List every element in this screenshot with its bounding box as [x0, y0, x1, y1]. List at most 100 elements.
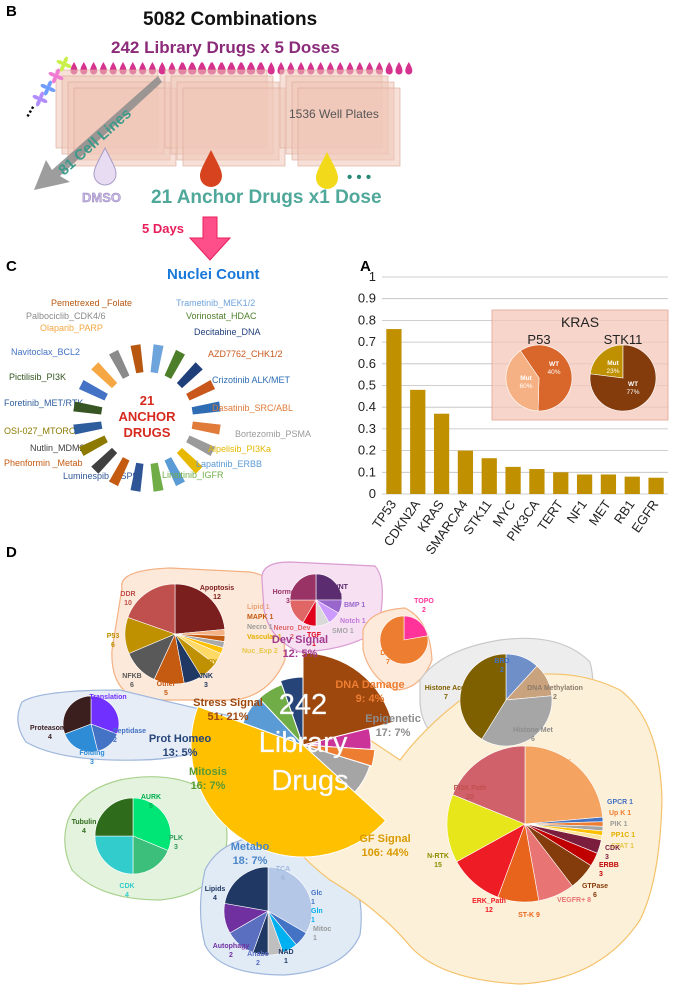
dmso-label: DMSO: [82, 190, 121, 205]
anchor-wedge-9: [150, 462, 164, 492]
inset-pie-1-slice-1: [589, 344, 657, 412]
panel-a-letter: A: [360, 258, 371, 275]
sub-label: Proteasome: [30, 725, 70, 732]
sub-count: 6: [593, 892, 597, 899]
inset-pie-1-slice-0: [589, 344, 624, 379]
sub-count: 20: [466, 794, 474, 801]
anchor-drug-label-16: Navitoclax_BCL2: [11, 347, 80, 357]
category-name-3: Epigenetic: [365, 713, 421, 725]
inset-slice-label: Mut: [607, 360, 619, 367]
sub-count: 25: [560, 768, 568, 775]
sub-label: Necro 1: [247, 624, 273, 631]
anchor-drug-label-1: Vorinostat_HDAC: [186, 311, 257, 321]
cell-icon: [63, 56, 68, 65]
sub-count: 5: [164, 690, 168, 697]
sub-pie-metabo: TCA 6 Glc 1 Gln 1 Mitoc 1 NAD 1 Anabo 2 Autophagy 2 Li…: [205, 866, 332, 967]
anchor-drug-label-3: AZD7762_CHK1/2: [208, 349, 283, 359]
sub-count: 6: [531, 736, 535, 743]
nuclei-count-label: Nuclei Count: [167, 266, 260, 283]
sub-label: SMO 1: [332, 628, 354, 635]
sub-epi-slice-2: [481, 695, 553, 747]
sub-label: DDR: [120, 591, 135, 598]
sub-dna-slice-0: [403, 615, 428, 641]
anchor-wedge-0: [150, 344, 164, 374]
cell-icon: [47, 87, 56, 92]
sub-count: 1: [312, 641, 316, 648]
main-slice-stress-signal: [302, 652, 393, 746]
anchor-wedge-17: [91, 362, 118, 389]
sub-mitosis-slice-1: [132, 835, 169, 875]
y-tick-label: 0.6: [358, 356, 376, 371]
sub-gf-slice-0: [524, 745, 604, 825]
sub-label: Autophagy: [213, 943, 250, 950]
sub-dna-slice-1: [379, 615, 429, 665]
bar-rb1: [624, 476, 640, 494]
x-tick-label: TERT: [534, 497, 566, 533]
anchor-wedge-16: [78, 380, 108, 401]
inset-slice-label: WT: [628, 381, 638, 388]
sub-label: DNA: [380, 650, 395, 657]
cell-icon: [48, 72, 57, 77]
category-count-4: 106: 44%: [361, 847, 408, 859]
bar-kras: [433, 413, 450, 494]
y-tick-label: 0.1: [358, 464, 376, 479]
sub-gf-slice-12: [446, 794, 526, 863]
sub-label: P53: [107, 633, 120, 640]
sub-count: 1: [284, 958, 288, 965]
ellipsis-label: ...: [17, 100, 38, 120]
sub-label: Translation: [89, 694, 126, 701]
anchor-drug-label-10: Luminespib_HSP90: [63, 471, 143, 481]
inset-pie-0-slice-0: [519, 344, 573, 412]
sub-label: PIK 1: [610, 821, 628, 828]
bar-egfr: [648, 477, 664, 494]
sub-label: GTPase: [582, 883, 608, 890]
dose-drop: [158, 62, 166, 75]
anchor-wedge-12: [91, 447, 118, 474]
anchor-wedge-11: [109, 457, 130, 487]
sub-stress-slice-0: [174, 583, 226, 635]
sub-count: 3: [338, 593, 342, 600]
sub-count: 3: [605, 854, 609, 861]
category-count-5: 18: 7%: [233, 855, 268, 867]
sub-label: VEGFR+ 8: [557, 897, 591, 904]
y-tick-label: 0.2: [358, 443, 376, 458]
sub-count: 2: [422, 607, 426, 614]
anchor-drug-label-8: Lapatinib_ERBB: [196, 459, 262, 469]
anchor-drug-wheel: Trametinib_MEK1/2 Vorinostat_HDAC Decitabi…: [4, 298, 311, 492]
y-tick-label: 0: [369, 486, 376, 501]
inset-slice-label: WT: [549, 361, 559, 368]
sub-label: Histone Met: [513, 727, 553, 734]
cell-icon: [56, 60, 65, 65]
dose-drop: [385, 62, 393, 75]
y-tick-label: 1: [369, 269, 376, 284]
cell-icon: [44, 87, 49, 96]
sub-count: 15: [434, 862, 442, 869]
sub-label: Peptidase: [113, 728, 146, 735]
anchor-wedge-13: [78, 435, 108, 456]
category-name-2: DNA Damage: [335, 679, 404, 691]
sub-count: 6: [111, 642, 115, 649]
cell-icon: [32, 95, 41, 100]
category-name-7: Prot Homeo: [149, 733, 212, 745]
sub-stress-slice-11: [127, 583, 176, 635]
bar-tert: [553, 472, 569, 494]
cell-lines-arrow: [34, 76, 162, 190]
sub-count: 7: [444, 694, 448, 701]
category-labels: Stress Signal 51: 21% Dev Signal 12: 5% DNA …: [149, 634, 421, 867]
anchor-wedge-6: [186, 435, 216, 456]
x-tick-label: MET: [586, 497, 614, 528]
anchor-wedge-8: [164, 457, 185, 487]
sub-label: Neuro_Dev: [274, 625, 311, 632]
anchor-wedge-1: [164, 349, 185, 379]
more-drops-dots: • • •: [347, 169, 371, 186]
sub-label: Other: [157, 681, 176, 688]
days-label: 5 Days: [142, 221, 184, 236]
sub-count: 4: [125, 892, 129, 899]
mutation-bar-chart: 00.10.20.30.40.50.60.70.80.91TP53CDKN2AK…: [358, 269, 669, 557]
library-drugs-label: 242 Library Drugs x 5 Doses: [111, 38, 340, 57]
sub-label: ERK_Path: [472, 898, 506, 905]
anchor-wedge-7: [176, 447, 203, 474]
anchor-drugs-label: 21 Anchor Drugs x1 Dose: [151, 187, 382, 208]
sub-label: STAT 1: [611, 843, 634, 850]
